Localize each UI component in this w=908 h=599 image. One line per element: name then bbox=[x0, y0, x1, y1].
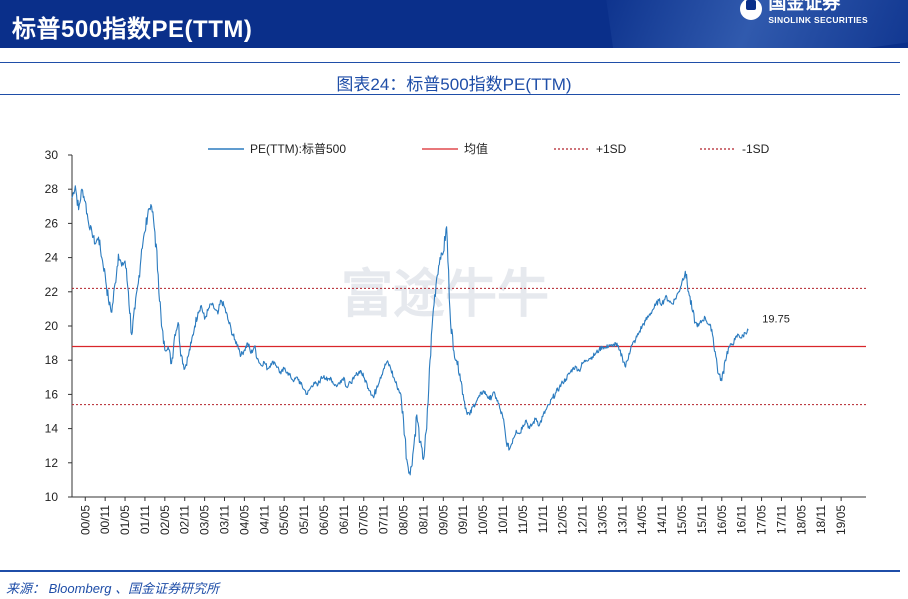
x-tick-label: 09/11 bbox=[456, 505, 470, 534]
page-title: 标普500指数PE(TTM) bbox=[12, 16, 253, 43]
y-tick-label: 10 bbox=[45, 490, 59, 504]
y-tick-label: 24 bbox=[45, 251, 59, 265]
header-bar: 标普500指数PE(TTM) 国金证券 SINOLINK SECURITIES bbox=[0, 0, 908, 48]
x-tick-label: 18/05 bbox=[794, 505, 808, 535]
x-tick-label: 13/05 bbox=[595, 505, 609, 535]
x-tick-label: 15/11 bbox=[695, 505, 709, 534]
x-tick-label: 00/05 bbox=[78, 505, 92, 535]
footer-rule bbox=[0, 570, 900, 572]
logo-icon bbox=[740, 0, 763, 20]
y-tick-label: 14 bbox=[45, 422, 59, 436]
y-tick-label: 28 bbox=[45, 182, 59, 196]
x-tick-label: 04/05 bbox=[237, 505, 251, 535]
last-value-label: 19.75 bbox=[762, 313, 790, 325]
x-tick-label: 14/11 bbox=[655, 505, 669, 534]
x-tick-label: 03/11 bbox=[218, 505, 232, 534]
x-tick-label: 11/05 bbox=[516, 505, 530, 534]
logo-cn-text: 国金证券 bbox=[768, 0, 841, 13]
pe-series-line bbox=[71, 185, 749, 476]
watermark: 富途牛牛 bbox=[341, 265, 549, 325]
y-tick-label: 22 bbox=[45, 285, 59, 299]
x-tick-label: 18/11 bbox=[814, 505, 828, 534]
x-tick-label: 14/05 bbox=[635, 505, 649, 535]
x-tick-label: 07/05 bbox=[357, 505, 371, 535]
x-tick-label: 01/11 bbox=[138, 505, 152, 534]
legend-label: -1SD bbox=[742, 142, 770, 156]
y-tick-label: 12 bbox=[45, 456, 59, 470]
x-tick-label: 15/05 bbox=[675, 505, 689, 535]
x-tick-label: 10/05 bbox=[476, 505, 490, 535]
legend-label: +1SD bbox=[596, 142, 627, 156]
x-tick-label: 12/05 bbox=[556, 505, 570, 535]
chart-title: 图表24：标普500指数PE(TTM) bbox=[336, 75, 572, 94]
y-tick-label: 18 bbox=[45, 353, 59, 367]
title-bottom-rule bbox=[0, 94, 900, 95]
x-tick-label: 00/11 bbox=[98, 505, 112, 534]
source-note: 来源： Bloomberg 、国金证券研究所 bbox=[6, 581, 220, 596]
x-tick-label: 02/05 bbox=[158, 505, 172, 535]
x-tick-label: 08/05 bbox=[397, 505, 411, 535]
legend-label: PE(TTM):标普500 bbox=[250, 142, 346, 156]
x-tick-label: 16/05 bbox=[715, 505, 729, 535]
legend-label: 均值 bbox=[464, 141, 488, 156]
title-top-rule bbox=[0, 62, 900, 63]
x-tick-label: 04/11 bbox=[257, 505, 271, 534]
x-tick-label: 05/05 bbox=[277, 505, 291, 535]
x-tick-label: 17/05 bbox=[755, 505, 769, 535]
x-tick-label: 06/05 bbox=[317, 505, 331, 535]
x-tick-label: 17/11 bbox=[774, 505, 788, 534]
x-tick-label: 06/11 bbox=[337, 505, 351, 534]
x-tick-label: 03/05 bbox=[198, 505, 212, 535]
x-tick-label: 13/11 bbox=[615, 505, 629, 534]
x-tick-label: 11/11 bbox=[536, 505, 550, 534]
logo-en-text: SINOLINK SECURITIES bbox=[768, 15, 868, 25]
y-tick-label: 20 bbox=[45, 319, 59, 333]
y-tick-label: 26 bbox=[45, 216, 59, 230]
x-tick-label: 02/11 bbox=[178, 505, 192, 534]
brand-logo: 国金证券 SINOLINK SECURITIES bbox=[740, 0, 868, 25]
x-tick-label: 05/11 bbox=[297, 505, 311, 534]
plot-area: 10 12 14 16 18 20 22 24 26 28 30 00/05 00/11 01/05 01/… bbox=[45, 148, 866, 535]
x-tick-label: 12/11 bbox=[576, 505, 590, 534]
legend: PE(TTM):标普500 均值 +1SD -1SD bbox=[208, 141, 770, 156]
x-tick-label: 09/05 bbox=[436, 505, 450, 535]
y-tick-label: 30 bbox=[45, 148, 59, 162]
x-tick-label: 16/11 bbox=[735, 505, 749, 534]
x-tick-label: 01/05 bbox=[118, 505, 132, 535]
y-tick-label: 16 bbox=[45, 387, 59, 401]
x-tick-label: 19/05 bbox=[834, 505, 848, 535]
x-tick-label: 08/11 bbox=[416, 505, 430, 534]
x-tick-label: 07/11 bbox=[377, 505, 391, 534]
x-tick-label: 10/11 bbox=[496, 505, 510, 534]
